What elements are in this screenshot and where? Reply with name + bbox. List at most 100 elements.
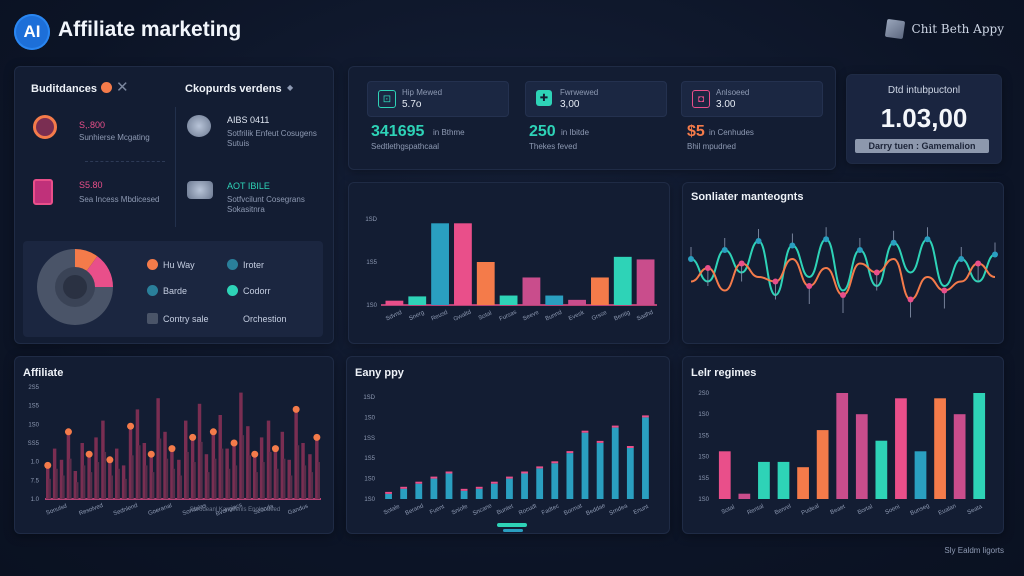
bar-secondary	[151, 472, 155, 499]
bar-secondary	[158, 438, 162, 499]
bar	[266, 420, 271, 499]
data-point	[127, 422, 135, 430]
y-tick-label: 1S5	[698, 433, 709, 439]
bag-icon: ◘	[692, 90, 710, 108]
bar	[101, 420, 105, 499]
audiences-title: Buditdances	[31, 83, 98, 95]
pie-hole-inner	[63, 275, 87, 299]
x-tick-label: Bormat	[563, 503, 583, 517]
line-chart-title: Sonliater manteognts	[691, 191, 804, 203]
y-tick-label: 1S0	[698, 412, 709, 418]
x-tick-label: Gwaltd	[453, 309, 472, 322]
line-point	[789, 242, 796, 249]
bar	[895, 398, 907, 499]
total-panel: Dtd intubpuctonl 1.03,00 Darry tuen : Ga…	[846, 74, 1002, 164]
data-point	[230, 439, 238, 447]
bar-cap	[596, 440, 604, 443]
affiliate-panel: Affiliate 2S5 1S5 1S0 SS5 1.0 7.5 1.0 Sonulsd Re…	[14, 356, 334, 534]
bar	[551, 463, 559, 499]
scroll-indicator-shadow	[503, 529, 523, 532]
data-point	[313, 433, 321, 441]
bar-secondary	[283, 458, 286, 499]
bar	[218, 415, 222, 499]
plus-icon: ✚	[536, 90, 552, 106]
legend-swatch	[227, 285, 238, 296]
x-tick-label: Sotale	[383, 504, 402, 517]
right-chart: 2S0 1S0 1S5 1S0 1S5 1S0 Sotal Rental Benrel Pudea…	[698, 391, 986, 517]
affiliate-chart: 2S5 1S5 1S0 SS5 1.0 7.5 1.0 Sonulsd Resolved Sedn…	[28, 385, 321, 518]
x-tick-label: Bentig	[613, 310, 631, 323]
bar	[536, 468, 544, 499]
bar-cap	[385, 491, 392, 494]
bar-secondary	[227, 468, 231, 499]
x-tick-label: Sniofe	[451, 504, 470, 517]
bar-secondary	[48, 478, 51, 499]
early-title: Eany ppy	[355, 367, 404, 379]
total-button[interactable]: Darry tuen : Gamemalion	[855, 139, 989, 153]
data-point	[251, 450, 259, 458]
line-point	[704, 265, 711, 271]
close-icon[interactable]: ✕	[116, 79, 129, 96]
app-logo[interactable]: AI	[14, 14, 50, 50]
y-tick-label: 1S5	[28, 404, 39, 410]
y-tick-label: 2S5	[28, 385, 39, 391]
bar	[232, 443, 236, 499]
data-point	[209, 428, 217, 436]
kpi-value: 3,00	[560, 99, 580, 110]
bar	[611, 427, 619, 499]
scroll-indicator[interactable]	[497, 523, 527, 527]
bar-secondary	[255, 472, 258, 499]
chart-icon: ⊡	[378, 90, 396, 108]
total-value: 1.03,00	[880, 103, 968, 133]
audience-value: S,.800	[79, 120, 106, 130]
early-chart: 1SD 1S0 1SS 1S5 1S0 1S0 Sotale Berand Fuent Sniof…	[363, 395, 650, 517]
affiliate-title: Affiliate	[23, 367, 64, 379]
bar-secondary	[220, 448, 224, 499]
cube-icon[interactable]	[884, 18, 906, 40]
kpi-card[interactable]: ✚ Fwrwewed 3,00	[525, 81, 667, 117]
user-name[interactable]: Chit Beth Appy	[911, 22, 1004, 36]
status-dot-icon	[101, 82, 112, 93]
bar	[636, 259, 655, 305]
bar	[211, 431, 216, 499]
bar	[142, 443, 147, 499]
x-tick-label: Pudeal	[801, 503, 820, 516]
footer-text: Sly Ealdm ligorts	[944, 546, 1004, 555]
bar-cap	[400, 486, 408, 489]
x-tick-label: Fursas	[499, 309, 518, 322]
bar	[135, 409, 140, 499]
x-tick-label: Beaet	[830, 504, 847, 516]
kpi-label: Fwrwewed	[560, 88, 599, 97]
bar-cap	[551, 461, 559, 464]
channel-label: Sotfvcilunt Cosegrans	[227, 195, 305, 204]
bar	[246, 426, 250, 499]
line-point	[738, 260, 745, 267]
y-tick-label: 1S5	[698, 476, 709, 482]
bar-secondary	[303, 465, 307, 499]
bar	[400, 488, 408, 499]
bar-secondary	[117, 468, 120, 499]
y-tick-label: 1S5	[366, 260, 377, 266]
bar	[121, 465, 126, 499]
bar	[87, 454, 91, 499]
bar	[308, 454, 312, 499]
bar	[914, 451, 927, 499]
data-point	[271, 445, 279, 453]
bar	[239, 392, 243, 499]
bar	[197, 403, 202, 499]
kpi-card[interactable]: ◘ Anlsoeed 3.00	[681, 81, 823, 117]
early-panel: Eany ppy 1SD 1S0 1SS 1S5 1S0 1S0 Sotale Berand F…	[346, 356, 670, 534]
line-point	[840, 292, 846, 298]
kpi-value: 3.00	[716, 99, 736, 110]
x-tick-label: Sdvnd	[385, 310, 403, 323]
kpi-card[interactable]: ⊡ Hip Mewed 5.7o	[367, 81, 509, 117]
audience-label: Sea Incess Mbdicesed	[79, 195, 160, 204]
bar	[758, 461, 770, 499]
bar-secondary	[310, 472, 314, 499]
bar	[566, 453, 574, 499]
x-tick-label: Resolved	[78, 503, 104, 517]
bar-secondary	[110, 475, 113, 499]
bar-cap	[566, 451, 574, 454]
right-title: Lelr regimes	[691, 367, 757, 379]
shopping-bag-icon	[33, 179, 53, 205]
